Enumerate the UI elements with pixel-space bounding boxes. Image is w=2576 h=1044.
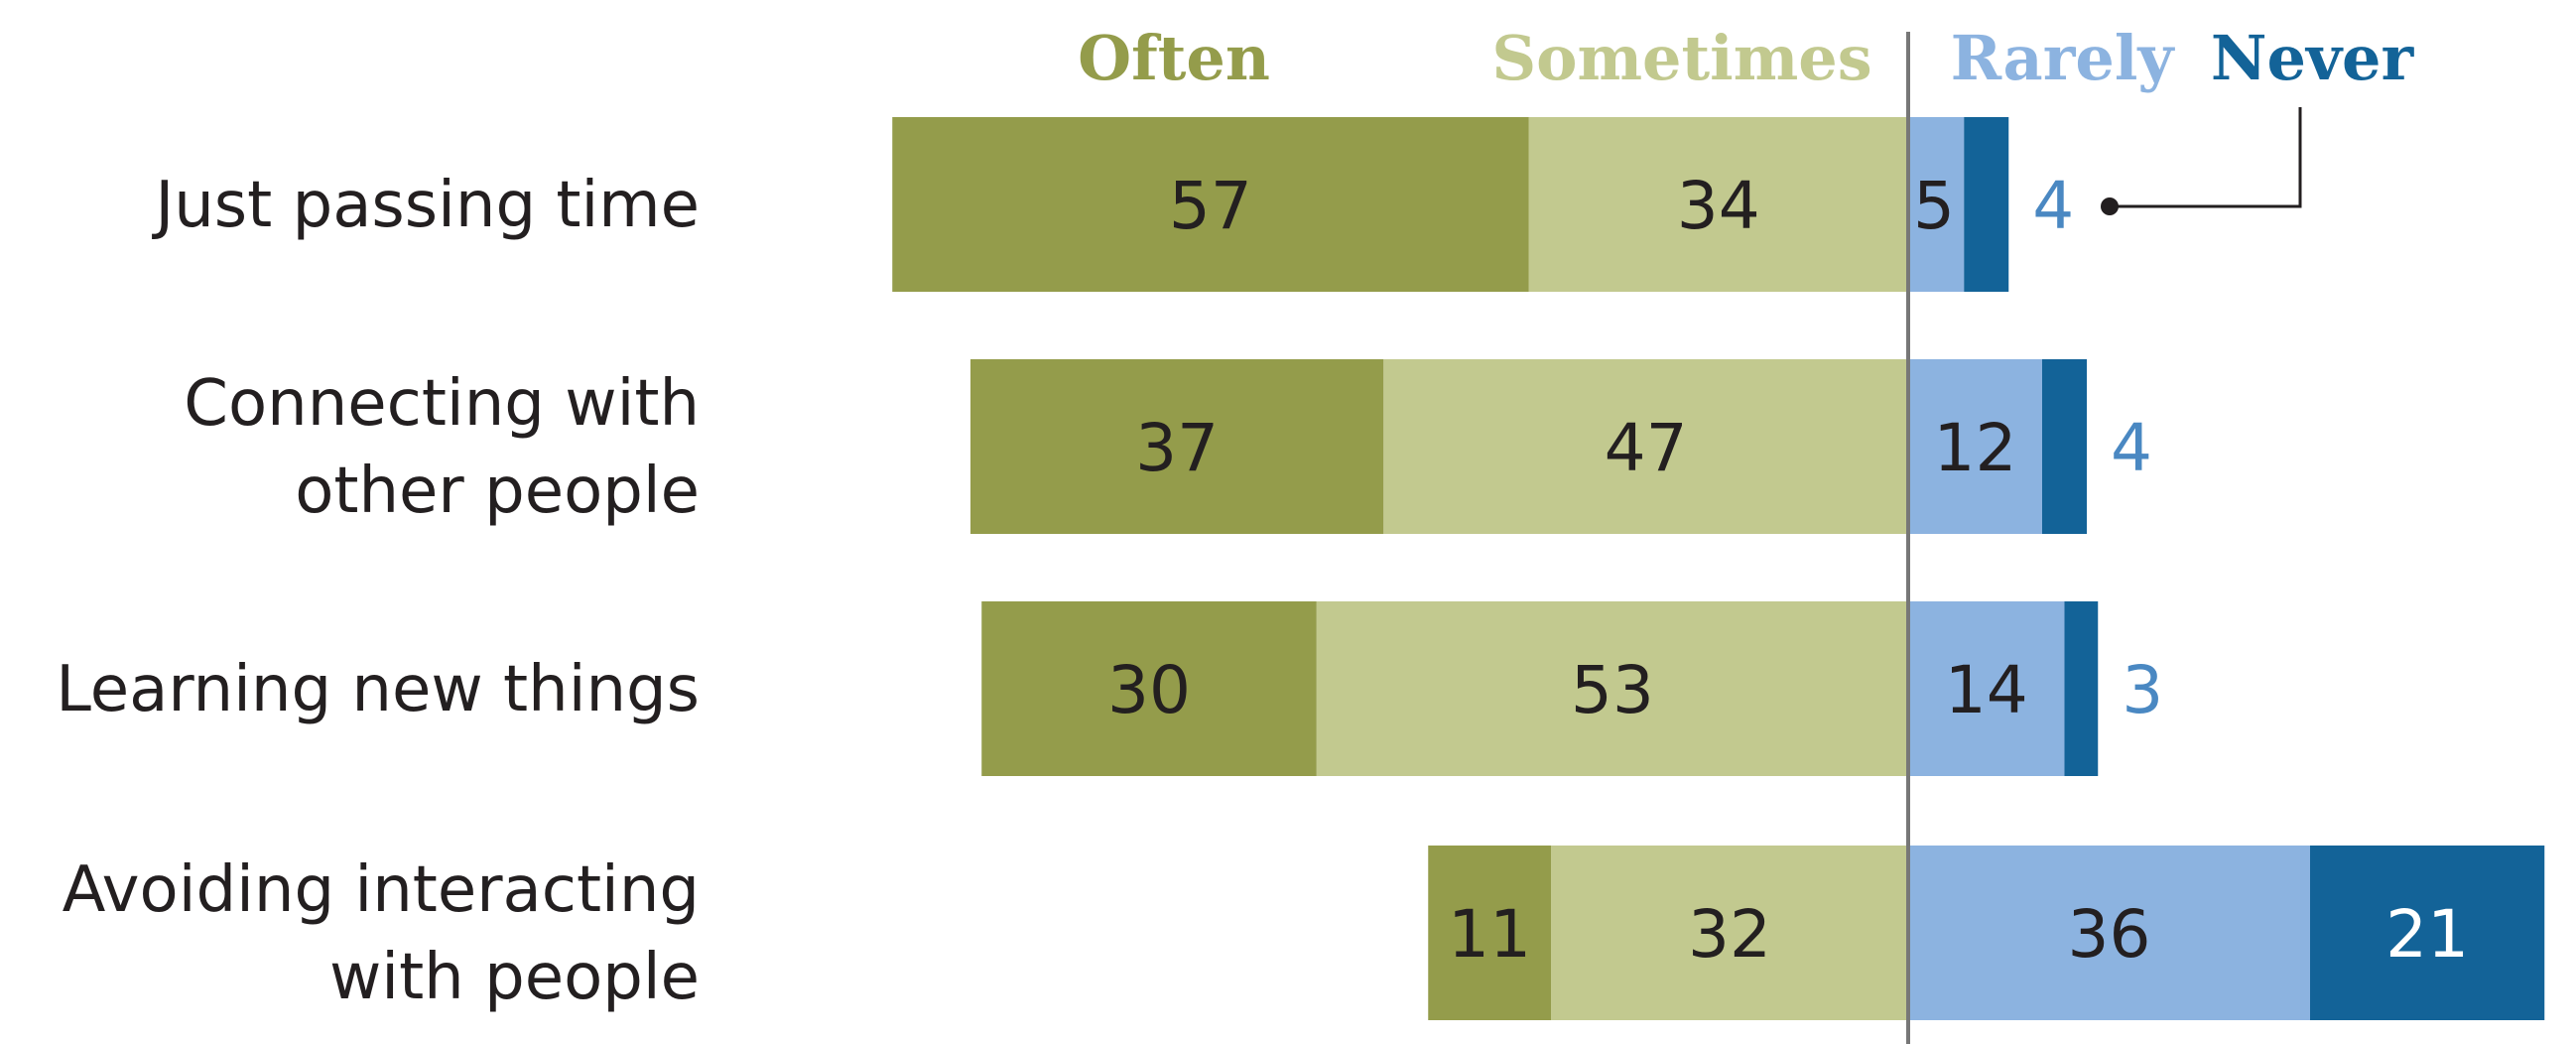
value-label-sometimes-just-passing-time: 34 (1677, 168, 1760, 244)
value-label-often-avoiding-interacting-with-people: 11 (1448, 896, 1531, 973)
value-label-often-just-passing-time: 57 (1169, 168, 1252, 244)
value-label-sometimes-connecting-with-other-people: 47 (1605, 410, 1688, 486)
bar-often-avoiding-interacting-with-people (1428, 846, 1551, 1020)
value-label-rarely-avoiding-interacting-with-people: 36 (2068, 896, 2151, 973)
bar-often-connecting-with-other-people (970, 359, 1384, 534)
category-label-line: other people (295, 455, 700, 528)
value-label-never-learning-new-things: 3 (2122, 652, 2163, 728)
bar-rarely-avoiding-interacting-with-people (1908, 846, 2310, 1020)
legend-sometimes: Sometimes (1491, 22, 1871, 94)
bar-sometimes-avoiding-interacting-with-people (1551, 846, 1908, 1020)
value-label-often-connecting-with-other-people: 37 (1135, 410, 1219, 486)
category-label-just-passing-time: Just passing time (151, 169, 700, 242)
value-label-often-learning-new-things: 30 (1107, 652, 1191, 728)
bar-rarely-connecting-with-other-people (1908, 359, 2042, 534)
value-label-never-just-passing-time: 4 (2032, 168, 2074, 244)
category-label-line: Just passing time (151, 169, 700, 242)
legend-often: Often (1078, 22, 1270, 94)
value-label-rarely-just-passing-time: 5 (1913, 168, 1955, 244)
category-labels: Just passing time Connecting with other pe… (56, 169, 700, 1014)
bar-sometimes-just-passing-time (1528, 117, 1908, 292)
value-label-rarely-connecting-with-other-people: 12 (1934, 410, 2017, 486)
bar-sometimes-connecting-with-other-people (1383, 359, 1908, 534)
callout-line (2112, 107, 2302, 208)
value-label-sometimes-avoiding-interacting-with-people: 32 (1688, 896, 1771, 973)
value-label-rarely-learning-new-things: 14 (1945, 652, 2028, 728)
bar-never-just-passing-time (1964, 117, 2009, 292)
value-label-never-connecting-with-other-people: 4 (2111, 410, 2152, 486)
value-label-sometimes-learning-new-things: 53 (1571, 652, 1654, 728)
legend-rarely: Rarely (1951, 22, 2176, 94)
bar-rarely-learning-new-things (1908, 601, 2065, 776)
bars: 34 57 5 4 47 37 12 4 53 30 14 3 32 11 36 21 (892, 117, 2545, 1020)
legend-never: Never (2211, 22, 2415, 94)
never-callout (2101, 107, 2302, 215)
category-label-line: Connecting with (184, 367, 700, 441)
bar-sometimes-learning-new-things (1316, 601, 1908, 776)
value-label-never-avoiding-interacting-with-people: 21 (2385, 896, 2469, 973)
bar-never-learning-new-things (2064, 601, 2099, 776)
category-label-line: Learning new things (56, 653, 700, 726)
legend: Often Sometimes Rarely Never (1078, 22, 2414, 94)
callout-dot (2101, 197, 2119, 215)
bar-often-just-passing-time (892, 117, 1529, 292)
bar-often-learning-new-things (981, 601, 1317, 776)
category-label-connecting-with-other-people: Connecting with other people (184, 367, 700, 528)
bar-never-avoiding-interacting-with-people (2310, 846, 2545, 1020)
category-label-line: with people (329, 941, 700, 1014)
bar-rarely-just-passing-time (1908, 117, 1965, 292)
category-label-avoiding-interacting-with-people: Avoiding interacting with people (63, 853, 700, 1014)
category-label-line: Avoiding interacting (63, 853, 700, 927)
category-label-learning-new-things: Learning new things (56, 653, 700, 726)
bar-never-connecting-with-other-people (2042, 359, 2087, 534)
